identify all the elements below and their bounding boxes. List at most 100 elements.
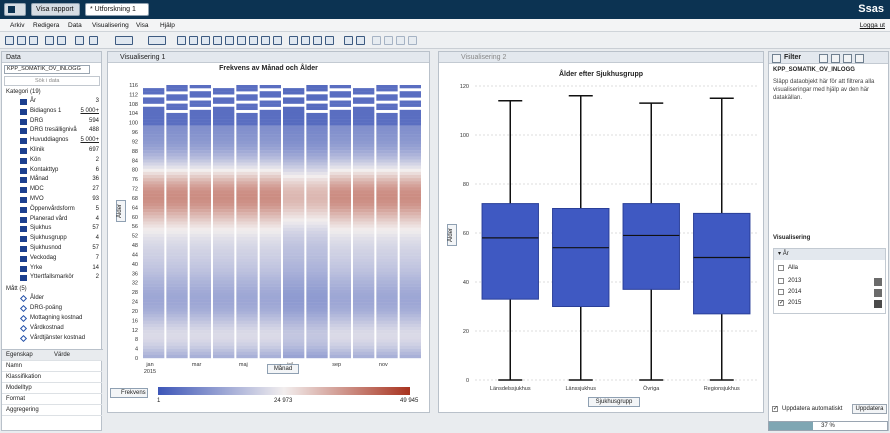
scatter-icon[interactable] — [237, 36, 246, 45]
bubble-icon[interactable] — [249, 36, 258, 45]
viz1-tab[interactable]: Visualisering 1 — [108, 52, 429, 63]
histogram-icon[interactable] — [313, 36, 322, 45]
roles-tab-icon[interactable] — [843, 54, 852, 63]
measure-item[interactable]: Mottagning kostnad — [2, 314, 102, 324]
disabled-icon-2 — [384, 36, 393, 45]
update-button[interactable]: Uppdatera — [852, 404, 887, 414]
heatmap-cell — [399, 323, 421, 328]
x-tick-label: 2015 — [144, 369, 156, 375]
progress-fill — [769, 422, 813, 430]
layout-icon[interactable] — [115, 36, 133, 45]
heatmap-cell — [166, 268, 188, 272]
add-viz-icon[interactable] — [148, 36, 166, 45]
logout-link[interactable]: Logga ut — [859, 22, 885, 29]
filter-data-icon[interactable] — [89, 36, 98, 45]
undo-icon[interactable] — [45, 36, 54, 45]
category-group[interactable]: Kategori (19) — [6, 89, 41, 95]
category-item[interactable]: Klinik 697 — [2, 146, 102, 156]
data-source-select[interactable]: KPP_SOMATIK_OV_INLOGG — [4, 65, 90, 74]
prop-tab-icon[interactable] — [772, 54, 781, 63]
measure-item[interactable]: DRG-poäng — [2, 304, 102, 314]
y-tick-label: 68 — [132, 196, 138, 202]
category-item[interactable]: Planerad vård 4 — [2, 215, 102, 225]
category-item[interactable]: Yttertfallsmarkör 2 — [2, 273, 102, 283]
year-filter-header[interactable]: ▾ År — [774, 249, 885, 260]
option-2014[interactable]: 2014 — [778, 289, 882, 297]
table-icon[interactable] — [189, 36, 198, 45]
tab-filter[interactable]: Filter — [784, 54, 802, 61]
geo-map-icon[interactable] — [325, 36, 334, 45]
option-2013[interactable]: 2013 — [778, 278, 882, 286]
legend-title[interactable]: Frekvens — [110, 388, 148, 398]
menu-redigera[interactable]: Redigera — [33, 22, 60, 29]
viz2-y-axis-label[interactable]: Ålder — [447, 224, 457, 246]
measure-name: Mottagning kostnad — [30, 315, 83, 321]
heatmap-cell — [259, 246, 281, 250]
heatmap-cell — [236, 156, 258, 160]
auto-update-checkbox[interactable]: ✓ Uppdatera automatiskt — [772, 406, 843, 412]
network-icon[interactable] — [261, 36, 270, 45]
new-icon[interactable] — [5, 36, 14, 45]
option-2015[interactable]: ✓ 2015 — [778, 300, 882, 308]
category-item[interactable]: Sjukhus 57 — [2, 224, 102, 234]
tab-exploration[interactable]: * Utforskning 1 — [85, 3, 149, 16]
line-chart-icon[interactable] — [225, 36, 234, 45]
category-item[interactable]: Veckodag 7 — [2, 254, 102, 264]
menu-data[interactable]: Data — [68, 22, 82, 29]
heatmap-icon[interactable] — [301, 36, 310, 45]
heatmap-cell — [329, 221, 351, 225]
category-item[interactable]: MDC 27 — [2, 185, 102, 195]
viz1-y-axis-label[interactable]: Ålder — [116, 200, 126, 222]
measure-item[interactable]: Ålder — [2, 294, 102, 304]
grid-icon[interactable] — [213, 36, 222, 45]
category-item[interactable]: Månad 36 — [2, 175, 102, 185]
menu-arkiv[interactable]: Arkiv — [10, 22, 25, 29]
category-item[interactable]: Sjukhusgrupp 4 — [2, 234, 102, 244]
viz2-x-axis-label[interactable]: Sjukhusgrupp — [588, 397, 640, 407]
heatmap-cell — [376, 178, 398, 182]
heatmap-cell — [236, 249, 258, 253]
measure-item[interactable]: Vårdkostnad — [2, 324, 102, 334]
category-item[interactable]: Kön 2 — [2, 156, 102, 166]
decision-tree-icon[interactable] — [273, 36, 282, 45]
category-item[interactable]: År 3 — [2, 97, 102, 107]
home-button[interactable] — [4, 3, 26, 16]
heatmap-cell — [189, 156, 211, 160]
save-icon[interactable] — [29, 36, 38, 45]
y-tick-label: 40 — [463, 280, 469, 286]
heatmap-cell — [399, 159, 421, 163]
viz1-x-axis-label[interactable]: Månad — [267, 364, 299, 374]
ranking-tab-icon[interactable] — [819, 54, 828, 63]
redo-icon[interactable] — [57, 36, 66, 45]
category-item[interactable]: MVO 93 — [2, 195, 102, 205]
category-item[interactable]: Kontakttyp 6 — [2, 166, 102, 176]
category-item[interactable]: Öppenvårdsform 5 — [2, 205, 102, 215]
category-item[interactable]: Huvuddiagnos 5 000+ — [2, 136, 102, 146]
menu-hjalp[interactable]: Hjälp — [160, 22, 175, 29]
menu-visa[interactable]: Visa — [136, 22, 149, 29]
category-item[interactable]: Yrke 14 — [2, 264, 102, 274]
category-item[interactable]: DRG 594 — [2, 117, 102, 127]
help-icon[interactable] — [344, 36, 353, 45]
pin-icon[interactable] — [356, 36, 365, 45]
data-icon[interactable] — [75, 36, 84, 45]
category-item[interactable]: Bidiagnos 1 5 000+ — [2, 107, 102, 117]
measure-group[interactable]: Mått (5) — [6, 286, 27, 292]
crosstab-icon[interactable] — [201, 36, 210, 45]
category-item[interactable]: DRG tresällignivå 488 — [2, 126, 102, 136]
menu-visualisering[interactable]: Visualisering — [92, 22, 129, 29]
category-count: 5 — [95, 205, 99, 212]
category-item[interactable]: Sjukhusnod 57 — [2, 244, 102, 254]
open-icon[interactable] — [17, 36, 26, 45]
viz2-tab[interactable]: Visualisering 2 — [439, 52, 763, 63]
view-report-button[interactable]: Visa rapport — [31, 3, 80, 16]
heatmap-cell — [283, 252, 305, 256]
boxplot-icon[interactable] — [289, 36, 298, 45]
comments-tab-icon[interactable] — [855, 54, 864, 63]
bar-chart-icon[interactable] — [177, 36, 186, 45]
measure-item[interactable]: Vårdtjänster kostnad — [2, 334, 102, 344]
style-tab-icon[interactable] — [831, 54, 840, 63]
data-search-input[interactable]: Sök i data — [4, 76, 100, 86]
option-alla[interactable]: Alla — [778, 265, 798, 271]
heatmap-cell — [166, 246, 188, 250]
